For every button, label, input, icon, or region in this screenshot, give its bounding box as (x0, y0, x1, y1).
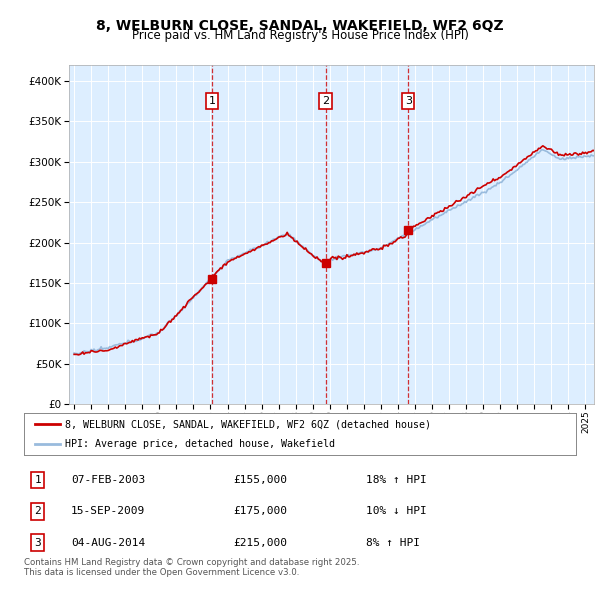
Text: Price paid vs. HM Land Registry's House Price Index (HPI): Price paid vs. HM Land Registry's House … (131, 30, 469, 42)
Text: Contains HM Land Registry data © Crown copyright and database right 2025.: Contains HM Land Registry data © Crown c… (24, 558, 359, 566)
Text: 07-FEB-2003: 07-FEB-2003 (71, 476, 145, 486)
Text: 2: 2 (322, 96, 329, 106)
Text: £155,000: £155,000 (234, 476, 288, 486)
Text: 1: 1 (34, 476, 41, 486)
Text: 3: 3 (405, 96, 412, 106)
Text: 8, WELBURN CLOSE, SANDAL, WAKEFIELD, WF2 6QZ: 8, WELBURN CLOSE, SANDAL, WAKEFIELD, WF2… (96, 19, 504, 33)
Text: £215,000: £215,000 (234, 537, 288, 548)
Text: 04-AUG-2014: 04-AUG-2014 (71, 537, 145, 548)
Text: 2: 2 (34, 506, 41, 516)
Text: 8% ↑ HPI: 8% ↑ HPI (366, 537, 420, 548)
Text: 3: 3 (34, 537, 41, 548)
Text: 18% ↑ HPI: 18% ↑ HPI (366, 476, 427, 486)
Text: 1: 1 (209, 96, 215, 106)
Text: 10% ↓ HPI: 10% ↓ HPI (366, 506, 427, 516)
Text: HPI: Average price, detached house, Wakefield: HPI: Average price, detached house, Wake… (65, 439, 335, 449)
Text: This data is licensed under the Open Government Licence v3.0.: This data is licensed under the Open Gov… (24, 568, 299, 577)
Text: £175,000: £175,000 (234, 506, 288, 516)
Text: 8, WELBURN CLOSE, SANDAL, WAKEFIELD, WF2 6QZ (detached house): 8, WELBURN CLOSE, SANDAL, WAKEFIELD, WF2… (65, 419, 431, 430)
Text: 15-SEP-2009: 15-SEP-2009 (71, 506, 145, 516)
